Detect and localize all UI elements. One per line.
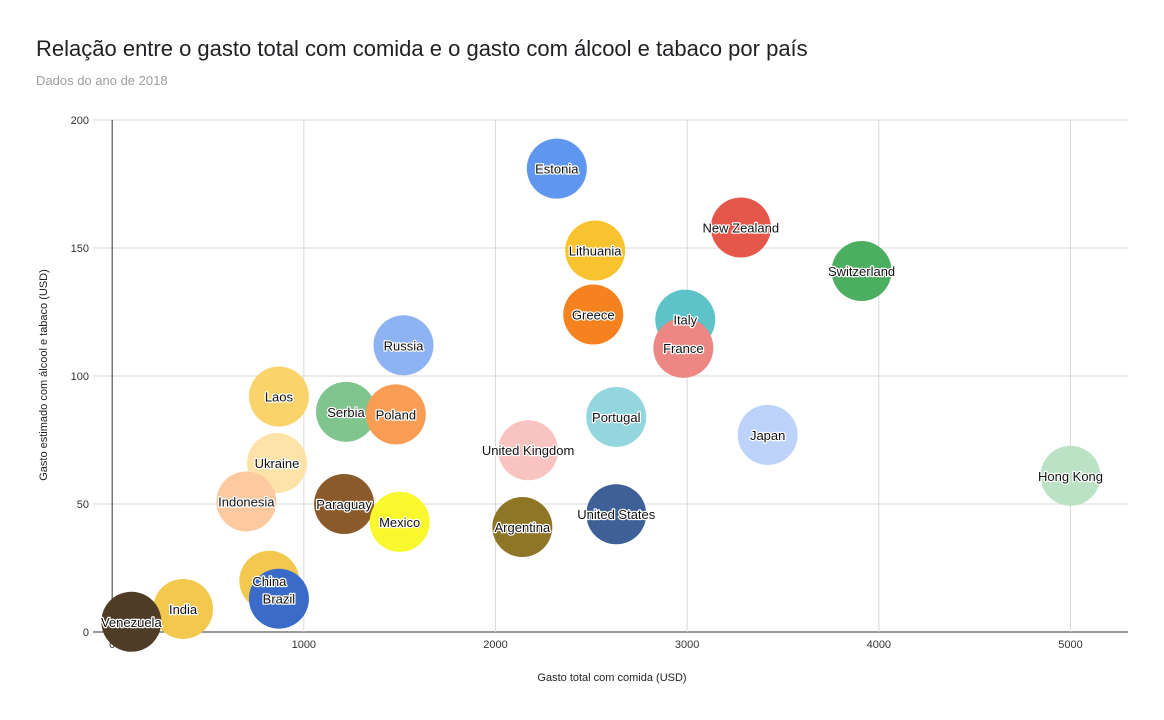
- bubble-label: France: [663, 341, 703, 356]
- bubble-point[interactable]: [586, 386, 647, 447]
- x-tick-label: 3000: [675, 639, 699, 651]
- bubbles: Estonia New Zealand Lithuania Switzerland Gr…: [100, 138, 1104, 652]
- y-tick-label: 0: [83, 627, 89, 639]
- bubble-point[interactable]: [248, 366, 309, 427]
- bubble-label: Mexico: [379, 515, 420, 530]
- bubble-label: Switzerland: [828, 264, 895, 279]
- bubble-point[interactable]: [373, 315, 434, 376]
- x-tick-label: 5000: [1058, 639, 1082, 651]
- chart-subtitle: Dados do ano de 2018: [36, 73, 168, 88]
- bubble-label: Greece: [572, 308, 615, 323]
- bubble-label: Japan: [750, 428, 785, 443]
- bubble-point[interactable]: [586, 484, 647, 545]
- bubble-label: Portugal: [592, 410, 641, 425]
- bubble-label: New Zealand: [703, 221, 780, 236]
- bubble-point[interactable]: [526, 138, 587, 199]
- bubble-point[interactable]: [563, 284, 624, 345]
- bubble-label: Indonesia: [218, 494, 275, 509]
- gridlines: [93, 119, 1128, 633]
- chart-title: Relação entre o gasto total com comida e…: [36, 36, 808, 61]
- bubble-label: Paraguay: [316, 497, 372, 512]
- y-axis-title: Gasto estimado com álcool e tabaco (USD): [38, 269, 50, 481]
- bubble-label: Brazil: [263, 592, 296, 607]
- bubble-point[interactable]: [710, 197, 771, 258]
- bubble-point[interactable]: [314, 474, 375, 534]
- bubble-label: Russia: [384, 338, 425, 353]
- x-tick-label: 4000: [867, 639, 891, 651]
- bubble-label: United States: [577, 507, 656, 522]
- bubble-label: United Kingdom: [482, 443, 575, 458]
- bubble-label: Laos: [265, 389, 294, 404]
- bubble-point[interactable]: [492, 497, 553, 558]
- x-tick-label: 1000: [292, 639, 316, 651]
- x-axis-title: Gasto total com comida (USD): [537, 672, 686, 684]
- bubble-point[interactable]: [369, 491, 430, 552]
- y-tick-label: 100: [71, 371, 89, 383]
- bubble-label: Lithuania: [569, 244, 623, 259]
- bubble-point[interactable]: [316, 381, 376, 442]
- bubble-label: Italy: [673, 313, 697, 328]
- y-tick-label: 150: [71, 243, 89, 255]
- x-tick-label: 2000: [483, 639, 507, 651]
- bubble-label: India: [169, 602, 198, 617]
- bubble-label: Ukraine: [255, 456, 300, 471]
- bubble-point[interactable]: [1040, 445, 1101, 506]
- y-tick-label: 200: [71, 115, 89, 127]
- bubble-point[interactable]: [653, 317, 714, 378]
- bubble-label: Poland: [376, 407, 416, 422]
- bubble-point[interactable]: [565, 220, 626, 281]
- bubble-point[interactable]: [365, 384, 426, 445]
- bubble-point[interactable]: [216, 471, 277, 532]
- bubble-point[interactable]: [737, 404, 798, 465]
- bubble-point[interactable]: [831, 241, 892, 302]
- bubble-label: Argentina: [495, 520, 551, 535]
- bubble-point[interactable]: [101, 591, 162, 652]
- bubble-label: Hong Kong: [1038, 469, 1103, 484]
- bubble-label: China: [252, 574, 287, 589]
- bubble-label: Estonia: [535, 162, 579, 177]
- x-tick-label: 0: [109, 639, 115, 651]
- bubble-point[interactable]: [153, 578, 214, 639]
- y-tick-label: 50: [77, 499, 89, 511]
- bubble-label: Serbia: [327, 405, 365, 420]
- bubble-label: Venezuela: [101, 615, 162, 630]
- bubble-point[interactable]: [498, 420, 559, 481]
- bubble-point[interactable]: [248, 568, 309, 629]
